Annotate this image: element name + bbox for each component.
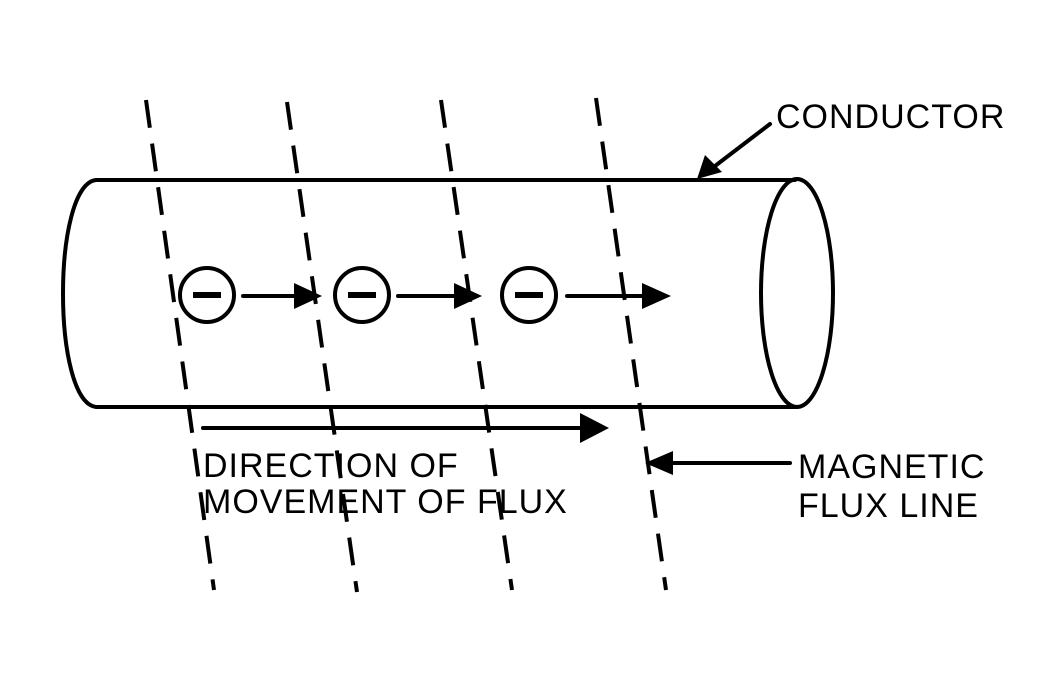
electron-arrow-1 [241,283,322,309]
conductor-cylinder [61,177,835,409]
flux-line [594,97,668,591]
electron-1 [178,266,236,324]
flux-line [144,99,216,591]
flux-line-label-line1: MAGNETIC [798,448,985,486]
conductor-body [61,178,797,409]
electron-circle [500,266,558,324]
flux-line [285,101,359,593]
direction-label-line1: DIRECTION OF [203,447,459,485]
arrow-head-icon [454,283,482,309]
flux-direction-arrow [201,413,609,443]
electron-3 [500,266,558,324]
electron-arrow-3 [565,283,671,309]
arrow-head-icon [697,155,722,179]
arrow-head-icon [294,283,322,309]
conductor-end-face [759,177,835,409]
flux-line-leader [645,451,792,475]
arrow-head-icon [642,283,671,309]
electron-circle [178,266,236,324]
conductor-leader [697,122,772,179]
flux-line [439,99,514,591]
electron-2 [333,266,391,324]
arrow-head-icon [580,413,609,443]
leader-line [713,122,772,168]
flux-line-label-line2: FLUX LINE [798,487,979,525]
electron-arrow-2 [396,283,482,309]
arrow-head-icon [645,451,673,475]
conductor-label: CONDUCTOR [776,98,1005,136]
direction-label-line2: MOVEMENT OF FLUX [203,483,568,521]
electron-circle [333,266,391,324]
flux-lines [144,97,668,593]
